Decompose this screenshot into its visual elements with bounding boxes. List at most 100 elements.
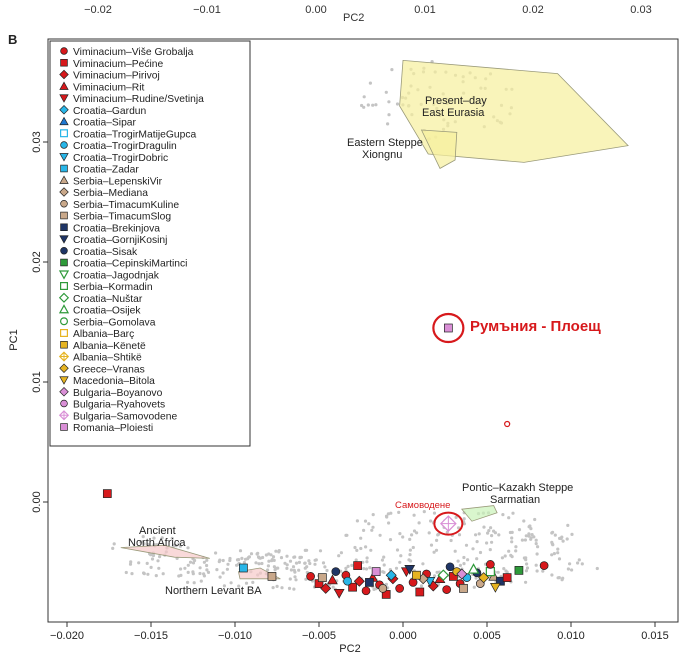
sample-point [327, 574, 338, 585]
background-point [421, 562, 425, 566]
background-point [294, 561, 299, 565]
background-point [191, 572, 195, 576]
background-point [129, 560, 133, 564]
background-point [303, 561, 307, 565]
background-point [497, 533, 501, 537]
background-point [293, 575, 297, 579]
background-point [408, 537, 412, 542]
background-point [186, 580, 190, 585]
legend-entry-label: Croatia–Sipar [73, 118, 137, 129]
background-point [395, 548, 400, 552]
background-point [226, 562, 230, 566]
background-point [387, 113, 391, 117]
background-point [325, 568, 329, 573]
background-point [130, 572, 134, 576]
legend-marker [60, 247, 68, 255]
background-point [524, 580, 528, 584]
background-point [205, 558, 209, 562]
background-point [435, 538, 439, 543]
background-point [183, 566, 187, 570]
background-point [257, 562, 261, 566]
legend-entry-label: Croatia–TrogirMatijeGupca [73, 129, 197, 140]
background-point [397, 510, 401, 514]
x-tick-label: −0.020 [50, 630, 84, 642]
legend-marker [59, 69, 69, 80]
x-tick-label: 0.005 [473, 630, 501, 642]
background-point [570, 568, 574, 572]
sample-point [320, 582, 332, 594]
romania-highlight-circle [432, 312, 465, 344]
background-point [285, 554, 289, 558]
panel-label: B [8, 32, 17, 47]
background-point [225, 567, 229, 571]
background-point [368, 566, 372, 570]
background-point [568, 562, 572, 566]
background-point [411, 545, 415, 550]
top-axis-tick-label: 0.03 [630, 4, 651, 16]
background-point [500, 556, 504, 560]
legend-marker [59, 116, 69, 126]
background-point [524, 534, 528, 538]
legend-marker [59, 317, 68, 326]
background-point [490, 534, 494, 538]
background-point [323, 565, 327, 569]
legend-entry-label: Bulgaria–Ryahovets [73, 400, 165, 411]
background-point [186, 546, 190, 550]
legend-marker [59, 363, 69, 373]
legend-entry-label: Croatia–TrogirDragulin [73, 141, 177, 152]
y-tick-label: 0.01 [31, 371, 43, 392]
legend-marker [59, 376, 69, 385]
background-point [507, 516, 511, 520]
background-point [372, 587, 376, 592]
background-point [151, 553, 156, 558]
background-point [382, 555, 386, 559]
background-point [527, 532, 531, 536]
sample-point [442, 585, 452, 594]
background-point [462, 517, 466, 521]
background-point [303, 548, 307, 553]
background-point [177, 574, 181, 578]
legend-box [49, 40, 251, 447]
background-point [458, 563, 462, 568]
background-point [128, 562, 133, 566]
background-point [471, 547, 475, 551]
legend-entry-label: Croatia–Zadar [73, 165, 139, 176]
background-point [386, 122, 390, 126]
background-point [235, 558, 240, 562]
background-point [285, 566, 289, 571]
background-point [307, 559, 311, 563]
background-point [186, 563, 190, 567]
background-point [501, 513, 505, 517]
background-point [157, 566, 161, 570]
background-point [466, 558, 470, 562]
background-point [502, 567, 506, 571]
background-point [364, 567, 369, 571]
background-point [297, 560, 301, 565]
background-point [436, 533, 440, 537]
background-point [179, 567, 183, 571]
background-point [360, 103, 364, 108]
background-point [137, 561, 141, 565]
background-point [221, 558, 225, 563]
background-point [550, 531, 554, 535]
background-point [485, 541, 489, 545]
background-point [146, 543, 150, 547]
background-point [456, 526, 461, 530]
background-point [141, 535, 145, 539]
background-point [362, 528, 366, 533]
legend-marker [59, 187, 69, 197]
background-point [353, 545, 357, 550]
background-point [550, 573, 554, 577]
background-point [206, 570, 211, 575]
background-point [489, 526, 493, 530]
legend-entry-label: Croatia–Brekinjova [73, 223, 160, 234]
background-point [292, 568, 296, 572]
background-point [394, 566, 399, 570]
background-point [496, 570, 500, 574]
axes-layer: −0.020 −0.015 −0.010 −0.005 0.000 0.005 0.010 0… [8, 131, 669, 655]
background-point [487, 529, 491, 533]
background-point [532, 535, 536, 539]
sample-point [371, 567, 381, 576]
background-point [177, 542, 181, 546]
background-point [556, 547, 560, 551]
